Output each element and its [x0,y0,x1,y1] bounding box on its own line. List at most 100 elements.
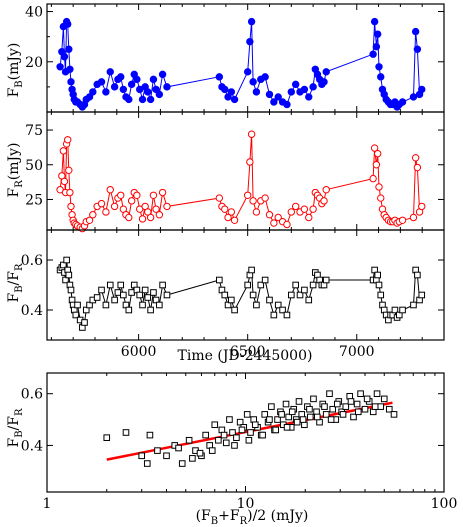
fb-point [163,83,171,91]
flux-ratio-ylabel: FB/FR [6,408,25,448]
flux-ratio-point [282,400,290,408]
flux-ratio-xtick-label: 100 [431,496,458,512]
fr-point [89,211,97,219]
flux-ratio-point [233,434,240,441]
fb-point [300,85,309,94]
fb-point [110,83,119,91]
fr-point [155,211,164,219]
fr-point [252,208,261,216]
flux-ratio-point [178,460,186,467]
ratio-point [141,286,149,294]
fr-point [398,216,407,224]
fr-point [65,166,73,175]
ratio-point [221,291,229,299]
ratio-point [261,276,269,284]
flux-ratio-point [354,408,362,416]
fr-ytick-label: 50 [25,158,43,174]
ratio-xtick-label: 7000 [339,344,375,360]
fr-axes: 25 50 75 [25,111,445,231]
flux-ratio-point [238,426,246,434]
fr-point [322,186,330,194]
flux-ratio-point [310,395,317,403]
fb-point [97,78,106,86]
fr-point [227,208,236,216]
flux-ratio-axes: 1 10 100 0.4 0.6 [21,372,458,512]
fb-point [127,80,136,89]
ratio-point [102,301,110,309]
fr-ylabel: FR(mJy) [6,143,25,198]
ratio-ytick-label: 0.6 [21,253,43,269]
flux-ratio-point [278,411,285,418]
fr-point [291,202,300,211]
fr-point [373,149,382,158]
fb-point [221,85,229,94]
flux-ratio-xtick-label: 1 [43,496,52,512]
fr-point [133,191,141,199]
fr-point [274,213,282,222]
flux-ratio-point [314,413,321,421]
flux-ratio-point [357,390,364,397]
fb-point [261,73,269,81]
flux-ratio-point [208,447,216,454]
ratio-point [125,306,133,314]
ratio-point [65,271,73,279]
flux-ratio-point [236,418,244,426]
fr-point [377,194,385,202]
fb-point [65,45,73,53]
fb-point [119,85,128,94]
ratio-point [72,311,80,319]
fr-point [270,219,278,227]
flux-ratio-point [353,400,361,408]
fr-point [110,202,119,211]
flux-ratio-point [229,429,236,436]
fr-point [287,208,296,216]
fb-point [224,93,232,101]
fb-point [369,50,377,58]
ratio-point [305,296,313,304]
fr-point [230,216,239,224]
ratio-point [391,306,399,314]
fb-point [102,88,110,96]
fb-point [125,95,133,104]
fr-point [152,205,160,213]
fr-point [246,158,254,166]
fr-point [85,216,94,224]
fr-point [221,205,229,213]
flux-ratio-point [266,416,273,423]
flux-ratio-point [211,421,219,429]
fb-ytick-label: 40 [25,5,43,21]
flux-ratio-point [327,416,335,423]
fb-point [320,78,328,86]
fr-point [163,202,171,211]
fb-point [411,27,420,36]
fr-point [370,144,379,152]
fr-point [149,191,158,199]
flux-ratio-point [215,436,222,444]
ratio-point [159,281,166,289]
fr-point [372,161,381,169]
ratio-point [377,291,385,299]
fr-line [59,134,423,230]
fb-point [372,42,381,51]
fb-line [59,21,423,108]
flux-ratio-point [350,413,357,421]
ratio-point [144,294,152,301]
flux-ratio-point [196,449,204,457]
ratio-ylabel: FB/FR [6,263,25,303]
fb-ylabel: FB(mJy) [6,43,25,98]
fr-point [125,213,133,222]
ratio-point [253,301,260,309]
flux-ratio-point [222,439,230,447]
fb-point [64,20,72,28]
flux-ratio-point [321,403,328,410]
ratio-point [248,266,255,274]
ratio-point [399,306,406,314]
flux-ratio-point [226,416,233,423]
fb-point [305,93,313,101]
panel-ratio-lightcurve: 6000 6500 7000 0.4 0.6 FB/FR Time (JD-244500… [6,229,445,364]
ratio-point [418,291,426,299]
ratio-point [114,289,122,296]
ratio-point [374,271,381,279]
fr-point [375,183,383,191]
ratio-point [163,291,171,299]
